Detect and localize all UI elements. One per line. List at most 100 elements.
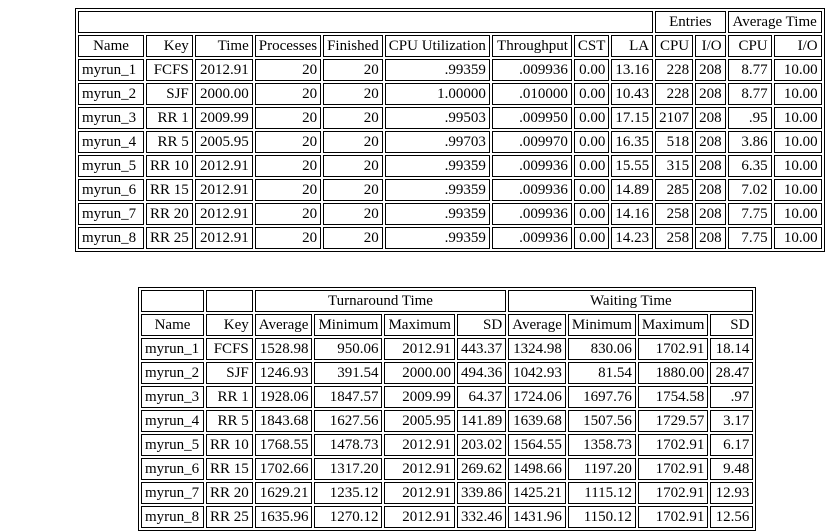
header-cell: CPU <box>727 35 772 57</box>
table-cell: RR 20 <box>206 482 253 504</box>
summary-group-header-row: Entries Average Time <box>78 11 822 33</box>
table-cell: 0.00 <box>573 203 610 225</box>
table-cell: .99503 <box>384 107 490 129</box>
header-cell: Average <box>508 314 566 336</box>
table-cell: 1702.91 <box>637 506 709 528</box>
table-cell: SJF <box>146 83 193 105</box>
table-cell: 1768.55 <box>254 434 313 456</box>
header-cell: SD <box>710 314 754 336</box>
table-cell: 0.00 <box>573 131 610 153</box>
table-cell: 1150.12 <box>567 506 636 528</box>
table-cell: 830.06 <box>567 338 636 360</box>
table-cell: 20 <box>323 179 383 201</box>
table-cell: RR 10 <box>146 155 193 177</box>
summary-column-header-row: Name Key Time Processes Finished CPU Utilizat… <box>78 35 822 57</box>
header-cell: Minimum <box>567 314 636 336</box>
table-cell: 2012.91 <box>194 179 253 201</box>
table-cell: 10.00 <box>773 155 822 177</box>
table-cell: 443.37 <box>456 338 507 360</box>
table-cell: 2000.00 <box>384 362 455 384</box>
header-cell: Entries <box>655 11 726 33</box>
table-cell: 2009.99 <box>384 386 455 408</box>
table-cell: 1702.91 <box>637 338 709 360</box>
table-cell: 1702.66 <box>254 458 313 480</box>
table-cell: .99359 <box>384 155 490 177</box>
table-cell: FCFS <box>206 338 253 360</box>
table-cell: .97 <box>710 386 754 408</box>
table-cell: 2005.95 <box>194 131 253 153</box>
table-cell: myrun_7 <box>141 482 204 504</box>
table-cell: 258 <box>655 203 694 225</box>
table-cell: 12.56 <box>710 506 754 528</box>
table-cell: 1235.12 <box>314 482 383 504</box>
table-cell: 1564.55 <box>508 434 566 456</box>
header-cell: Time <box>194 35 253 57</box>
table-cell: 1042.93 <box>508 362 566 384</box>
table-cell: myrun_2 <box>141 362 204 384</box>
table-cell: .009950 <box>491 107 572 129</box>
table-row: myrun_2 SJF 2000.00 20 20 1.00000.010000 0.00 1… <box>78 83 822 105</box>
table-cell: 1697.76 <box>567 386 636 408</box>
table-cell: 141.89 <box>456 410 507 432</box>
table-cell: 1324.98 <box>508 338 566 360</box>
table-cell: RR 25 <box>206 506 253 528</box>
table-cell: myrun_8 <box>78 227 144 249</box>
table-cell: 1880.00 <box>637 362 709 384</box>
table-cell: .009936 <box>491 59 572 81</box>
table-cell: 1431.96 <box>508 506 566 528</box>
table-cell: 2005.95 <box>384 410 455 432</box>
table-cell: 208 <box>695 179 726 201</box>
table-cell: 1635.96 <box>254 506 313 528</box>
table-cell: 0.00 <box>573 227 610 249</box>
table-cell: 2012.91 <box>384 338 455 360</box>
header-cell: Finished <box>323 35 383 57</box>
table-cell: 9.48 <box>710 458 754 480</box>
table-cell: 1.00000 <box>384 83 490 105</box>
header-cell: Minimum <box>314 314 383 336</box>
table-cell: 0.00 <box>573 107 610 129</box>
table-cell: 228 <box>655 83 694 105</box>
table-cell: 20 <box>254 131 322 153</box>
table-cell: 1358.73 <box>567 434 636 456</box>
table-cell: 3.86 <box>727 131 772 153</box>
table-cell: 20 <box>254 203 322 225</box>
table-cell: 1246.93 <box>254 362 313 384</box>
header-cell: Average <box>254 314 313 336</box>
summary-table-head: Entries Average Time Name Key Time Processes… <box>78 11 822 57</box>
table-cell: 1928.06 <box>254 386 313 408</box>
table-cell: 20 <box>323 227 383 249</box>
table-row: myrun_5 RR 10 1768.55 1478.73 2012.91 203.02 1… <box>141 434 754 456</box>
table-cell: 20 <box>323 59 383 81</box>
table-cell: 20 <box>323 131 383 153</box>
table-cell: 3.17 <box>710 410 754 432</box>
table-cell: SJF <box>206 362 253 384</box>
table-row: myrun_6 RR 15 1702.66 1317.20 2012.91 269.62 1… <box>141 458 754 480</box>
times-column-header-row: Name Key Average Minimum Maximum SD Average Min… <box>141 314 754 336</box>
turnaround-waiting-table: Turnaround Time Waiting Time Name Key Avera… <box>138 287 757 531</box>
summary-table-body: myrun_1 FCFS 2012.91 20 20.99359.009936 0.00 1… <box>78 59 822 249</box>
table-cell: .009970 <box>491 131 572 153</box>
table-cell: 1843.68 <box>254 410 313 432</box>
table-cell: 1702.91 <box>637 434 709 456</box>
table-cell: 1627.56 <box>314 410 383 432</box>
table-cell: 16.35 <box>611 131 654 153</box>
table-cell: 20 <box>323 83 383 105</box>
table-cell: 12.93 <box>710 482 754 504</box>
table-cell: RR 20 <box>146 203 193 225</box>
table-cell: myrun_1 <box>141 338 204 360</box>
table-cell: .99359 <box>384 203 490 225</box>
table-cell: 1270.12 <box>314 506 383 528</box>
table-cell: 1847.57 <box>314 386 383 408</box>
table-cell: 1528.98 <box>254 338 313 360</box>
table-cell: 208 <box>695 155 726 177</box>
table-cell: 20 <box>323 107 383 129</box>
table-row: myrun_5 RR 10 2012.91 20 20.99359.009936 0.00… <box>78 155 822 177</box>
table-cell: RR 1 <box>146 107 193 129</box>
table-cell: 2107 <box>655 107 694 129</box>
table-cell: 20 <box>323 203 383 225</box>
table-cell: 2012.91 <box>384 458 455 480</box>
table-cell: 1197.20 <box>567 458 636 480</box>
header-cell <box>78 11 654 33</box>
table-cell: myrun_4 <box>141 410 204 432</box>
table-row: myrun_2 SJF 1246.93 391.54 2000.00 494.36 1042… <box>141 362 754 384</box>
